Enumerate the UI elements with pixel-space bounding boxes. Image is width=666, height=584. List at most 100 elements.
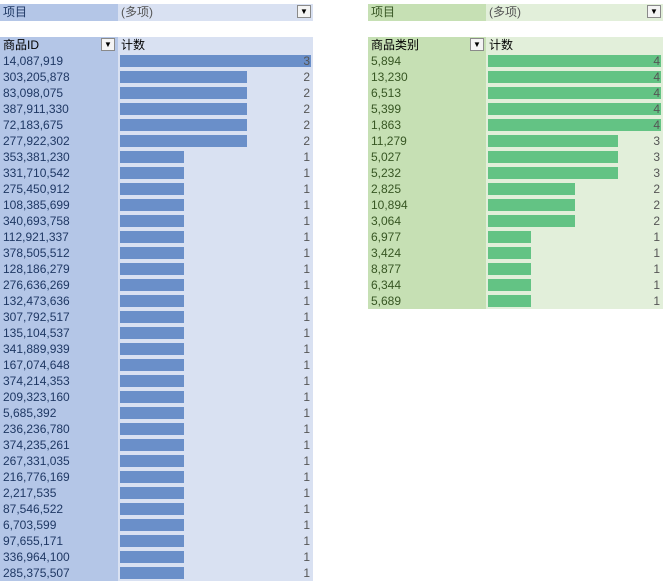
table-row: 135,104,537 1 [0, 325, 313, 341]
count-value: 4 [653, 102, 660, 116]
count-value: 4 [653, 86, 660, 100]
table-row: 341,889,939 1 [0, 341, 313, 357]
filter-field-value[interactable]: (多项) [118, 4, 313, 21]
data-bar [120, 407, 184, 419]
row-label[interactable]: 341,889,939 [0, 341, 118, 357]
row-label[interactable]: 128,186,279 [0, 261, 118, 277]
row-label[interactable]: 1,863 [368, 117, 486, 133]
row-label[interactable]: 374,214,353 [0, 373, 118, 389]
row-label[interactable]: 6,977 [368, 229, 486, 245]
filter-funnel-icon[interactable]: ▼ [297, 5, 311, 18]
count-value: 1 [303, 198, 310, 212]
count-value: 1 [303, 310, 310, 324]
row-label[interactable]: 331,710,542 [0, 165, 118, 181]
row-label[interactable]: 112,921,337 [0, 229, 118, 245]
count-value: 1 [303, 422, 310, 436]
row-label[interactable]: 6,703,599 [0, 517, 118, 533]
sort-filter-dropdown-icon[interactable]: ▼ [470, 38, 484, 51]
data-bar [488, 103, 661, 115]
data-bar [120, 567, 184, 579]
table-row: 6,703,599 1 [0, 517, 313, 533]
row-label[interactable]: 13,230 [368, 69, 486, 85]
row-label[interactable]: 285,375,507 [0, 565, 118, 581]
count-value: 1 [303, 262, 310, 276]
row-label[interactable]: 14,087,919 [0, 53, 118, 69]
table-row: 128,186,279 1 [0, 261, 313, 277]
table-row: 14,087,919 3 [0, 53, 313, 69]
count-value: 1 [653, 246, 660, 260]
count-value: 3 [653, 150, 660, 164]
count-value: 2 [303, 102, 310, 116]
table-row: 5,232 3 [368, 165, 663, 181]
report-filter-row: 项目 (多项) ▼ [368, 4, 663, 21]
row-label[interactable]: 3,064 [368, 213, 486, 229]
data-bar [120, 487, 184, 499]
row-label[interactable]: 307,792,517 [0, 309, 118, 325]
row-label[interactable]: 2,825 [368, 181, 486, 197]
data-bar [488, 295, 531, 307]
data-bar [120, 359, 184, 371]
row-label[interactable]: 3,424 [368, 245, 486, 261]
row-label[interactable]: 5,232 [368, 165, 486, 181]
row-label[interactable]: 5,399 [368, 101, 486, 117]
data-bar [120, 327, 184, 339]
data-bar [120, 103, 247, 115]
row-label[interactable]: 87,546,522 [0, 501, 118, 517]
row-label[interactable]: 108,385,699 [0, 197, 118, 213]
row-label[interactable]: 267,331,035 [0, 453, 118, 469]
row-label[interactable]: 387,911,330 [0, 101, 118, 117]
filter-funnel-icon[interactable]: ▼ [647, 5, 661, 18]
row-label[interactable]: 276,636,269 [0, 277, 118, 293]
row-label[interactable]: 275,450,912 [0, 181, 118, 197]
table-row: 132,473,636 1 [0, 293, 313, 309]
row-label[interactable]: 216,776,169 [0, 469, 118, 485]
row-label[interactable]: 72,183,675 [0, 117, 118, 133]
table-row: 8,877 1 [368, 261, 663, 277]
data-bar [120, 71, 247, 83]
data-bar [488, 167, 618, 179]
row-label[interactable]: 378,505,512 [0, 245, 118, 261]
row-label[interactable]: 277,922,302 [0, 133, 118, 149]
row-label[interactable]: 340,693,758 [0, 213, 118, 229]
row-label[interactable]: 5,689 [368, 293, 486, 309]
table-row: 1,863 4 [368, 117, 663, 133]
row-label[interactable]: 6,344 [368, 277, 486, 293]
row-label[interactable]: 374,235,261 [0, 437, 118, 453]
table-row: 5,894 4 [368, 53, 663, 69]
row-label[interactable]: 132,473,636 [0, 293, 118, 309]
row-label[interactable]: 8,877 [368, 261, 486, 277]
row-label[interactable]: 5,027 [368, 149, 486, 165]
row-label[interactable]: 5,685,392 [0, 405, 118, 421]
filter-field-value[interactable]: (多项) [486, 4, 663, 21]
count-value: 1 [303, 342, 310, 356]
row-label[interactable]: 236,236,780 [0, 421, 118, 437]
row-label[interactable]: 83,098,075 [0, 85, 118, 101]
count-value: 1 [303, 326, 310, 340]
row-label[interactable]: 303,205,878 [0, 69, 118, 85]
table-row: 3,424 1 [368, 245, 663, 261]
data-bar [488, 87, 661, 99]
row-label[interactable]: 2,217,535 [0, 485, 118, 501]
count-value: 1 [303, 358, 310, 372]
row-label[interactable]: 10,894 [368, 197, 486, 213]
sort-filter-dropdown-icon[interactable]: ▼ [101, 38, 115, 51]
count-value: 1 [303, 278, 310, 292]
table-row: 303,205,878 2 [0, 69, 313, 85]
data-bar [120, 471, 184, 483]
row-label[interactable]: 353,381,230 [0, 149, 118, 165]
row-label[interactable]: 209,323,160 [0, 389, 118, 405]
row-label[interactable]: 6,513 [368, 85, 486, 101]
row-label[interactable]: 336,964,100 [0, 549, 118, 565]
row-label[interactable]: 167,074,648 [0, 357, 118, 373]
table-row: 11,279 3 [368, 133, 663, 149]
count-value: 2 [303, 70, 310, 84]
row-label[interactable]: 5,894 [368, 53, 486, 69]
data-bar [120, 503, 184, 515]
data-bar [488, 71, 661, 83]
count-value: 1 [303, 294, 310, 308]
row-label[interactable]: 11,279 [368, 133, 486, 149]
row-label[interactable]: 97,655,171 [0, 533, 118, 549]
row-label[interactable]: 135,104,537 [0, 325, 118, 341]
count-value: 1 [303, 518, 310, 532]
count-value: 1 [303, 166, 310, 180]
